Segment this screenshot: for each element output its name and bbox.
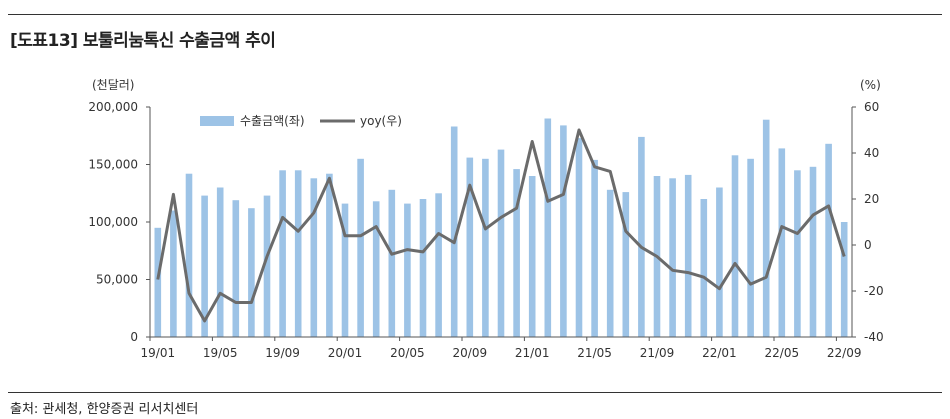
y-left-tick-label: 0 bbox=[130, 330, 138, 344]
y-right-tick-label: 0 bbox=[864, 238, 872, 252]
y-left-tick-label: 100,000 bbox=[88, 215, 138, 229]
bar bbox=[669, 178, 676, 337]
bar bbox=[466, 157, 474, 337]
bar bbox=[809, 166, 817, 337]
bar bbox=[326, 173, 333, 337]
y-right-tick-label: -20 bbox=[864, 284, 884, 298]
source-note: 출처: 관세청, 한양증권 리서치센터 bbox=[10, 402, 199, 417]
bar-series bbox=[154, 118, 848, 338]
line-series bbox=[156, 128, 846, 323]
x-tick-label: 21/01 bbox=[515, 346, 550, 360]
y-axis-unit-left: (천달러) bbox=[92, 77, 134, 92]
bar bbox=[575, 138, 583, 337]
bar bbox=[154, 227, 162, 338]
bar bbox=[263, 195, 271, 337]
bar bbox=[482, 158, 489, 338]
bar bbox=[731, 155, 739, 337]
legend-bar-label: 수출금액(좌) bbox=[240, 114, 305, 128]
bar bbox=[170, 210, 177, 337]
x-tick-label: 21/05 bbox=[577, 346, 612, 360]
bar bbox=[840, 222, 848, 337]
bar bbox=[435, 193, 442, 338]
bar bbox=[341, 203, 349, 337]
bar bbox=[404, 203, 411, 337]
bar bbox=[201, 195, 208, 337]
bar bbox=[762, 119, 770, 337]
y-left-tick-label: 200,000 bbox=[88, 100, 138, 114]
bar bbox=[638, 136, 645, 337]
bar bbox=[372, 201, 380, 337]
bar bbox=[778, 148, 786, 337]
bar bbox=[716, 187, 723, 337]
bar bbox=[700, 199, 708, 337]
y-left-tick-label: 50,000 bbox=[96, 273, 138, 287]
bar bbox=[747, 158, 754, 338]
legend-bar-swatch bbox=[200, 116, 234, 126]
x-tick-label: 20/05 bbox=[390, 346, 425, 360]
yoy-line bbox=[156, 128, 846, 323]
legend-line-label: yoy(우) bbox=[360, 114, 402, 128]
bar bbox=[232, 200, 240, 337]
y-axis-right-ticks: 60 40 20 0 -20 -40 bbox=[852, 100, 884, 344]
x-tick-label: 22/01 bbox=[702, 346, 737, 360]
bar bbox=[497, 149, 505, 337]
legend: 수출금액(좌) yoy(우) bbox=[200, 114, 402, 128]
bar bbox=[513, 169, 520, 337]
bar bbox=[622, 192, 630, 337]
y-right-tick-label: -40 bbox=[864, 330, 884, 344]
bar bbox=[419, 199, 427, 337]
bar bbox=[279, 170, 286, 338]
y-axis-left-ticks: 200,000 150,000 100,000 50,000 0 bbox=[88, 100, 150, 344]
x-tick-label: 21/09 bbox=[640, 346, 675, 360]
bar bbox=[544, 118, 552, 337]
bar bbox=[248, 208, 255, 337]
bar bbox=[294, 170, 302, 338]
x-tick-label: 19/09 bbox=[265, 346, 300, 360]
bar bbox=[606, 189, 614, 337]
x-tick-label: 20/01 bbox=[328, 346, 363, 360]
y-axis-unit-right: (%) bbox=[860, 78, 881, 92]
x-tick-label: 19/01 bbox=[141, 346, 176, 360]
bar bbox=[388, 189, 396, 337]
x-tick-label: 19/05 bbox=[203, 346, 238, 360]
y-left-tick-label: 150,000 bbox=[88, 158, 138, 172]
y-right-tick-label: 60 bbox=[864, 100, 879, 114]
bar bbox=[310, 178, 318, 337]
y-right-tick-label: 20 bbox=[864, 192, 879, 206]
chart: (천달러) (%) 200,000 150,000 100,000 50,000 0 6… bbox=[88, 77, 884, 360]
y-right-tick-label: 40 bbox=[864, 146, 879, 160]
x-tick-label: 22/09 bbox=[827, 346, 862, 360]
bar bbox=[216, 187, 224, 337]
bar bbox=[794, 170, 801, 338]
bottom-rule bbox=[8, 392, 942, 393]
page-title: [도표13] 보툴리눔톡신 수출금액 추이 bbox=[10, 31, 276, 51]
bar bbox=[185, 173, 193, 337]
top-rule bbox=[8, 14, 942, 15]
x-tick-label: 22/05 bbox=[765, 346, 800, 360]
bar bbox=[591, 159, 598, 337]
bar bbox=[450, 126, 458, 337]
bar bbox=[528, 176, 536, 337]
x-axis-ticks: 19/01 19/05 19/09 20/01 20/05 20/09 21/01 21/05… bbox=[141, 337, 862, 360]
bar bbox=[560, 125, 567, 338]
bar bbox=[684, 174, 692, 337]
bar bbox=[357, 158, 364, 338]
bar bbox=[825, 143, 832, 337]
x-tick-label: 20/09 bbox=[453, 346, 488, 360]
